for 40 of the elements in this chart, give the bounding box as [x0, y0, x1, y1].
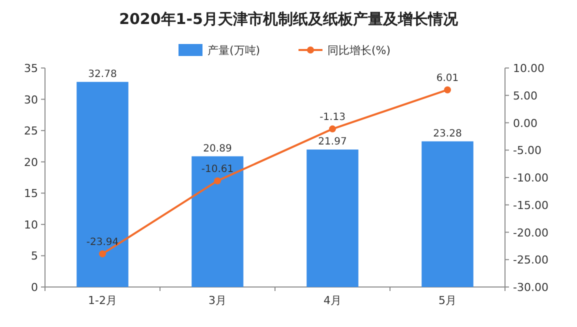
y2-tick-label: -15.00 — [513, 198, 548, 212]
y-tick-label: 0 — [31, 281, 38, 294]
legend-label: 同比增长(%) — [328, 44, 391, 57]
chart-title: 2020年1-5月天津市机制纸及纸板产量及增长情况 — [119, 10, 459, 28]
point — [444, 86, 451, 94]
data-label: 23.28 — [433, 128, 462, 140]
y-tick-label: 35 — [24, 62, 38, 75]
legend-label: 产量(万吨) — [208, 44, 260, 57]
bar — [192, 156, 244, 287]
y2-tick-label: -20.00 — [513, 226, 548, 240]
data-label: 6.01 — [436, 72, 459, 84]
y2-tick-label: -25.00 — [513, 254, 548, 267]
y2-tick-label: 5.00 — [513, 89, 538, 102]
point — [214, 177, 221, 184]
y2-tick-label: -5.00 — [513, 144, 542, 158]
bar — [422, 141, 474, 287]
y2-tick-label: -30.00 — [513, 281, 548, 294]
y-tick-label: 30 — [24, 93, 38, 106]
x-tick-label: 5月 — [438, 294, 456, 307]
x-tick-label: 3月 — [208, 294, 226, 307]
point — [99, 250, 106, 258]
data-label: -23.94 — [86, 236, 119, 248]
y-tick-label: 10 — [24, 218, 38, 232]
data-label: 20.89 — [203, 143, 232, 154]
bar — [76, 82, 128, 287]
x-tick-label: 4月 — [324, 294, 342, 307]
bar — [306, 150, 358, 287]
data-label: -1.13 — [320, 112, 346, 123]
y-tick-label: 20 — [24, 156, 38, 169]
y-tick-label: 5 — [31, 250, 38, 263]
y-tick-label: 25 — [24, 124, 38, 138]
x-tick-label: 1-2月 — [88, 294, 117, 307]
y2-tick-label: -10.00 — [513, 172, 548, 184]
point — [329, 125, 336, 132]
data-label: 21.97 — [318, 136, 347, 148]
y-tick-label: 15 — [24, 187, 38, 200]
data-label: -10.61 — [201, 164, 234, 175]
y2-tick-label: 0.00 — [513, 116, 538, 130]
data-label: 32.78 — [88, 68, 117, 80]
y2-tick-label: 10.00 — [513, 62, 544, 75]
